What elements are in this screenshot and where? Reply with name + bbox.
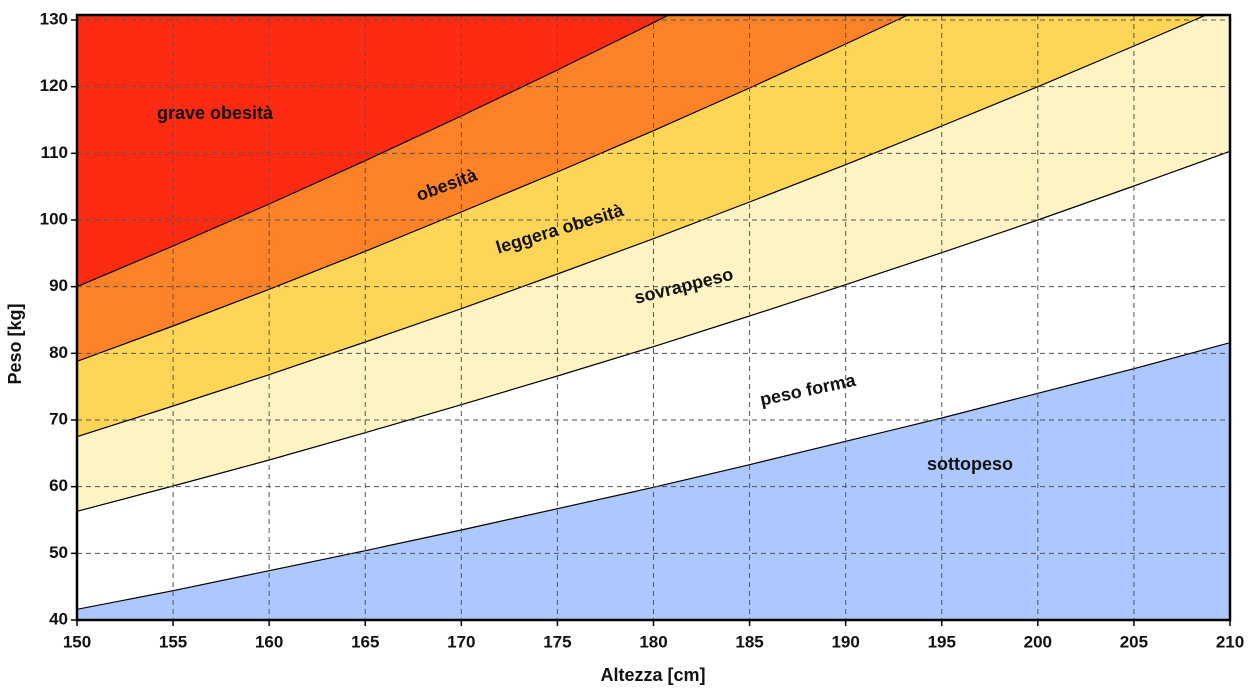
x-tick-label: 180 bbox=[639, 632, 667, 651]
y-tick-label: 70 bbox=[49, 409, 68, 428]
y-tick-label: 90 bbox=[49, 276, 68, 295]
x-tick-label: 160 bbox=[255, 632, 283, 651]
y-tick-label: 60 bbox=[49, 476, 68, 495]
x-tick-label: 170 bbox=[447, 632, 475, 651]
y-tick-label: 110 bbox=[41, 143, 68, 162]
y-tick-label: 40 bbox=[49, 609, 68, 628]
x-tick-label: 165 bbox=[351, 632, 379, 651]
y-tick-label: 120 bbox=[40, 76, 68, 95]
y-tick-label: 80 bbox=[49, 343, 68, 362]
x-tick-label: 185 bbox=[735, 632, 763, 651]
x-tick-label: 175 bbox=[543, 632, 571, 651]
y-axis-label: Peso [kg] bbox=[5, 303, 25, 384]
plot-area bbox=[77, 15, 1230, 620]
x-tick-label: 195 bbox=[928, 632, 956, 651]
x-tick-label: 205 bbox=[1120, 632, 1148, 651]
x-tick-label: 190 bbox=[831, 632, 859, 651]
band-label: grave obesità bbox=[157, 103, 274, 123]
y-tick-label: 100 bbox=[40, 209, 68, 228]
band-label: sottopeso bbox=[927, 454, 1013, 474]
x-tick-label: 155 bbox=[159, 632, 187, 651]
x-tick-label: 150 bbox=[63, 632, 91, 651]
x-axis-label: Altezza [cm] bbox=[600, 665, 705, 685]
y-tick-label: 50 bbox=[49, 543, 68, 562]
x-tick-label: 200 bbox=[1024, 632, 1052, 651]
y-tick-label: 130 bbox=[40, 9, 68, 28]
x-tick-label: 210 bbox=[1216, 632, 1244, 651]
band-boundary bbox=[77, 15, 1208, 438]
